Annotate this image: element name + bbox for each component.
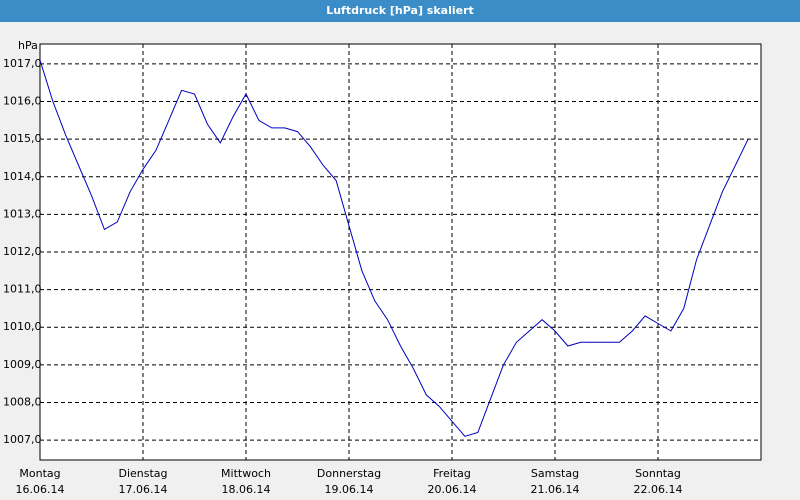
x-tick-label: Donnerstag [317,467,381,480]
x-tick-label: Samstag [531,467,579,480]
y-tick-label: 1011,0 [3,283,42,296]
x-tick-label: Mittwoch [221,467,271,480]
x-tick-label: 22.06.14 [634,483,683,496]
y-tick-label: 1015,0 [3,132,42,145]
title-bar [0,0,800,22]
x-tick-label: 19.06.14 [325,483,374,496]
line [39,60,749,437]
y-tick-label: 1016,0 [3,95,42,108]
y-tick-label: 1010,0 [3,320,42,333]
x-tick-label: Freitag [433,467,471,480]
y-tick-label: 1014,0 [3,170,42,183]
y-tick-label: 1013,0 [3,207,42,220]
x-tick-label: 21.06.14 [531,483,580,496]
y-axis-label: hPa [18,39,38,52]
x-tick-label: 17.06.14 [119,483,168,496]
y-tick-label: 1009,0 [3,358,42,371]
y-tick-label: 1007,0 [3,433,42,446]
chart-title: Luftdruck [hPa] skaliert [326,4,474,17]
x-tick-label: 16.06.14 [16,483,65,496]
x-tick-label: Dienstag [118,467,167,480]
y-tick-label: 1012,0 [3,245,42,258]
y-tick-label: 1008,0 [3,395,42,408]
x-tick-label: 18.06.14 [222,483,271,496]
x-tick-label: Montag [19,467,60,480]
y-tick-label: 1017,0 [3,57,42,70]
x-tick-label: Sonntag [635,467,681,480]
x-tick-label: 20.06.14 [428,483,477,496]
